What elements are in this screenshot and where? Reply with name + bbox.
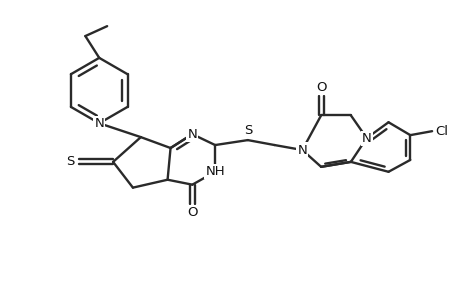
Text: N: N xyxy=(297,143,307,157)
Text: N: N xyxy=(187,128,197,141)
Text: N: N xyxy=(94,117,104,130)
Text: S: S xyxy=(66,155,74,168)
Text: Cl: Cl xyxy=(435,125,448,138)
Text: N: N xyxy=(361,132,371,145)
Text: O: O xyxy=(315,81,326,94)
Text: S: S xyxy=(243,124,252,137)
Text: O: O xyxy=(187,206,197,219)
Text: NH: NH xyxy=(205,165,224,178)
